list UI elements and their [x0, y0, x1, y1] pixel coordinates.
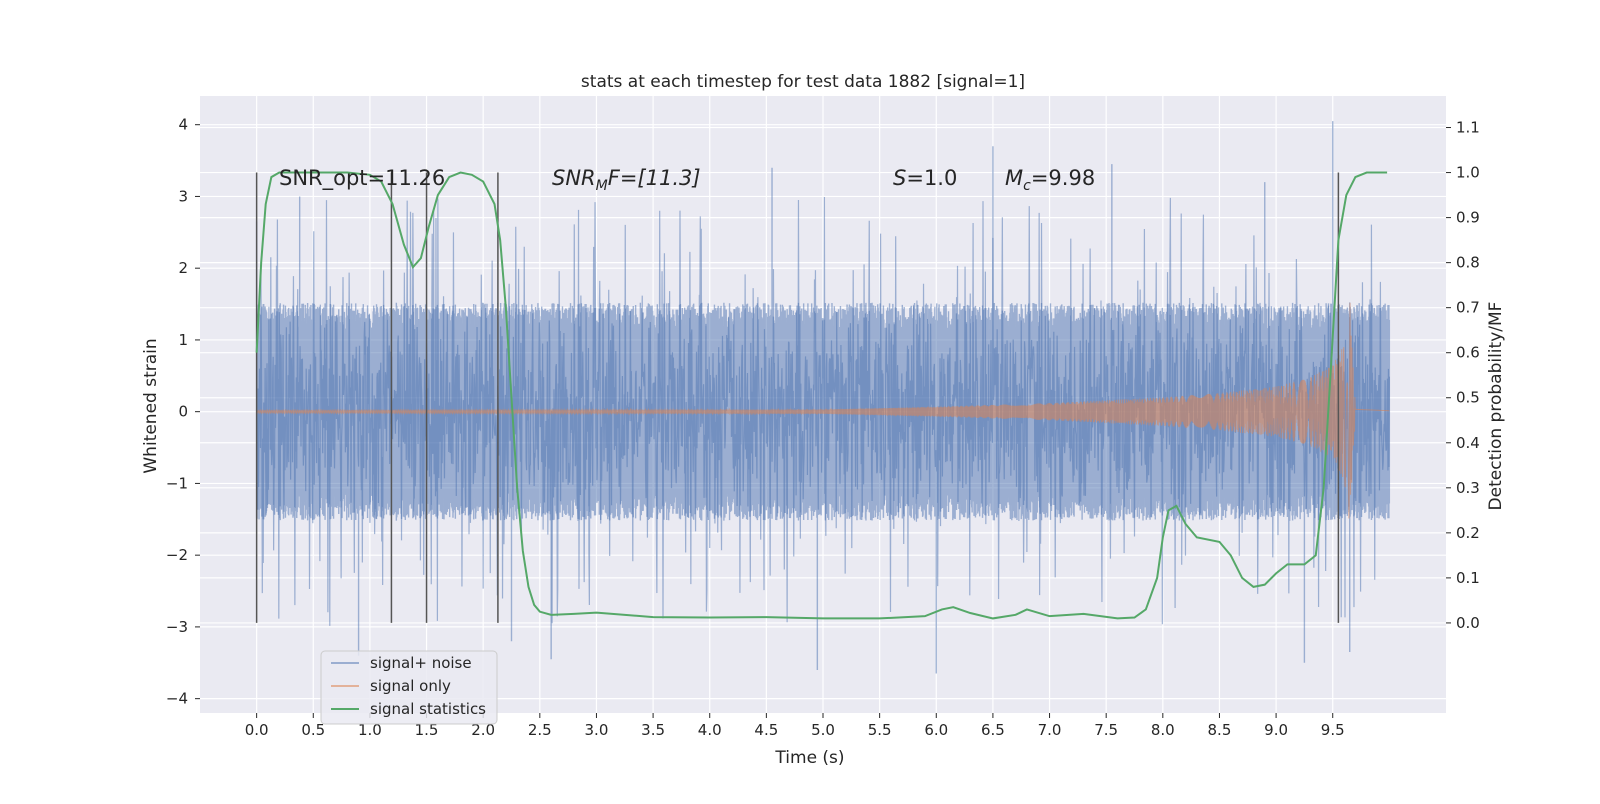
y-tick-label: 1	[178, 331, 188, 349]
x-axis-label: Time (s)	[774, 748, 844, 768]
x-tick-label: 1.5	[415, 721, 439, 739]
legend-label-stats: signal statistics	[370, 700, 486, 718]
y2-tick-label: 0.5	[1456, 389, 1480, 407]
x-tick-label: 2.0	[471, 721, 495, 739]
x-tick-label: 2.5	[528, 721, 552, 739]
x-tick-label: 8.5	[1208, 721, 1232, 739]
x-tick-label: 6.5	[981, 721, 1005, 739]
legend-label-noise: signal+ noise	[370, 654, 472, 672]
y2-tick-label: 0.1	[1456, 569, 1480, 587]
annotation-s: S=1.0	[893, 166, 957, 190]
x-tick-label: 3.5	[641, 721, 665, 739]
y-tick-label: 0	[178, 403, 188, 421]
y2-tick-label: 0.6	[1456, 344, 1480, 362]
x-tick-label: 7.0	[1038, 721, 1062, 739]
x-tick-label: 5.0	[811, 721, 835, 739]
y-ticks: −4 −3 −2 −1 0 1 2 3 4	[166, 116, 200, 708]
annotation-snr-opt: SNR_opt=11.26	[279, 166, 445, 191]
y2-tick-label: 0.4	[1456, 434, 1480, 452]
y-tick-label: 2	[178, 259, 188, 277]
x-tick-label: 1.0	[358, 721, 382, 739]
x-tick-label: 3.0	[585, 721, 609, 739]
annotation-snr-mf: SNRMF=[11.3]	[552, 166, 701, 194]
x-tick-label: 0.5	[301, 721, 325, 739]
legend-box	[320, 650, 498, 725]
series-stats	[255, 171, 1388, 620]
x-tick-label: 9.0	[1264, 721, 1288, 739]
y2-tick-label: 0.2	[1456, 524, 1480, 542]
x-tick-label: 9.5	[1321, 721, 1345, 739]
y2-tick-label: 0.9	[1456, 209, 1480, 227]
annotation-mc: Mc=9.98	[1005, 166, 1095, 194]
legend: signal+ noise signal only signal statist…	[320, 650, 498, 725]
x-tick-label: 4.5	[754, 721, 778, 739]
y2-tick-label: 0.7	[1456, 299, 1480, 317]
vertical-markers	[255, 172, 1340, 623]
x-tick-label: 0.0	[245, 721, 269, 739]
series-signal	[256, 302, 1390, 519]
x-tick-label: 6.0	[924, 721, 948, 739]
x-tick-label: 4.0	[698, 721, 722, 739]
y2-tick-label: 0.8	[1456, 254, 1480, 272]
y-tick-label: −4	[166, 690, 188, 708]
x-tick-label: 5.5	[868, 721, 892, 739]
y-ticks-right: 0.0 0.1 0.2 0.3 0.4 0.5 0.6 0.7 0.8 0.9 1.0 1.1	[1446, 119, 1480, 632]
y2-tick-label: 0.3	[1456, 479, 1480, 497]
chart-title: stats at each timestep for test data 188…	[581, 72, 1025, 92]
y-tick-label: −3	[166, 618, 188, 636]
y-tick-label: 4	[178, 116, 188, 134]
y-tick-label: 3	[178, 187, 188, 205]
y2-tick-label: 1.1	[1456, 119, 1480, 137]
legend-label-signal: signal only	[370, 677, 451, 695]
y-axis-label-right: Detection probability/MF	[1486, 302, 1506, 511]
y-axis-label: Whitened strain	[141, 338, 161, 473]
y2-tick-label: 0.0	[1456, 614, 1480, 632]
x-ticks: 0.0 0.5 1.0 1.5 2.0 2.5 3.0 3.5 4.0 4.5 5.0 5.5 6.0 6…	[245, 713, 1345, 739]
y2-tick-label: 1.0	[1456, 164, 1480, 182]
x-tick-label: 8.0	[1151, 721, 1175, 739]
y-tick-label: −1	[166, 474, 188, 492]
x-tick-label: 7.5	[1094, 721, 1118, 739]
y-tick-label: −2	[166, 546, 188, 564]
